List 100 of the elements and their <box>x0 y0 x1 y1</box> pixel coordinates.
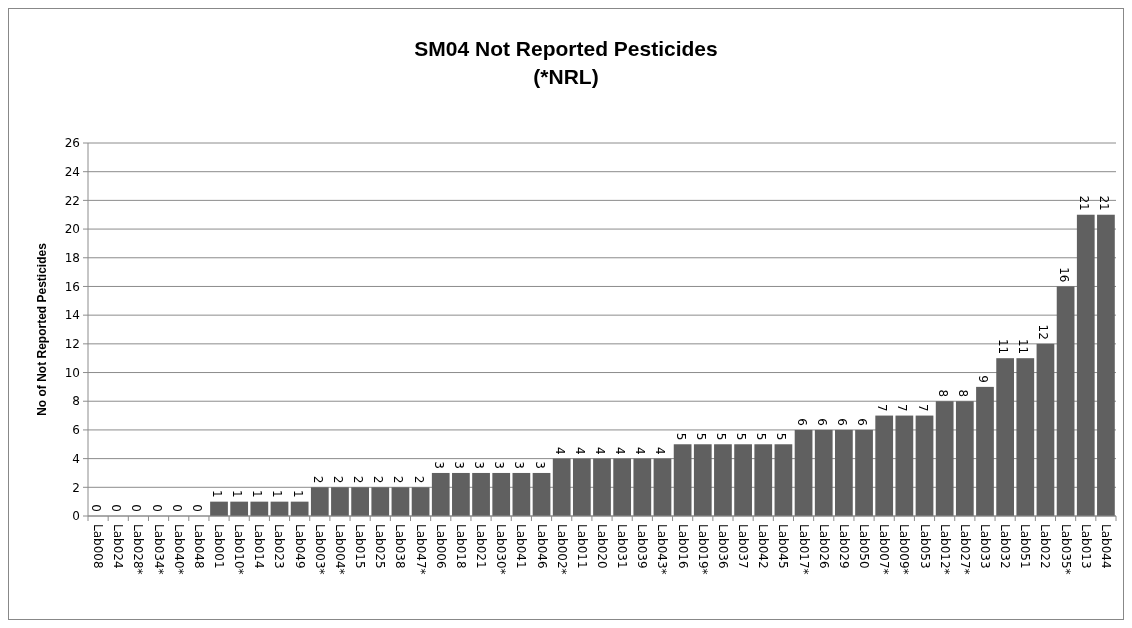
data-label: 4 <box>593 446 607 455</box>
data-label: 2 <box>371 475 386 484</box>
bar <box>230 501 249 516</box>
x-tick-label: Lab001 <box>212 524 227 569</box>
bar <box>1036 343 1055 516</box>
y-tick-label: 6 <box>72 423 80 438</box>
data-label: 11 <box>1016 338 1031 355</box>
data-label: 9 <box>975 375 990 383</box>
y-tick-label: 24 <box>64 164 80 179</box>
bar <box>431 472 450 516</box>
data-label: 2 <box>351 475 366 484</box>
x-tick-label: Lab043* <box>655 524 670 575</box>
x-tick-label: Lab017* <box>796 524 811 575</box>
bar <box>935 401 954 516</box>
x-tick-label: Lab046 <box>534 524 549 569</box>
x-tick-label: Lab010* <box>232 524 247 575</box>
data-label: 3 <box>512 461 527 469</box>
bar <box>310 487 329 516</box>
x-tick-label: Lab004* <box>332 524 347 575</box>
bar <box>693 444 712 516</box>
bar <box>452 472 470 516</box>
x-tick-label: Lab007* <box>877 524 892 575</box>
x-tick-label: Lab002* <box>554 524 569 575</box>
bar <box>855 429 873 516</box>
bar <box>351 487 369 516</box>
x-tick-label: Lab037 <box>736 524 751 569</box>
x-tick-label: Lab019* <box>695 524 710 575</box>
data-label: 1 <box>250 490 265 498</box>
y-tick-label: 2 <box>72 480 80 495</box>
bar <box>714 444 732 516</box>
data-label: 16 <box>1056 267 1071 283</box>
y-tick-label: 16 <box>64 279 80 294</box>
data-label: 5 <box>734 432 749 441</box>
data-label: 5 <box>673 432 688 441</box>
x-tick-label: Lab016 <box>675 524 690 569</box>
x-tick-label: Lab018 <box>453 524 468 569</box>
data-label: 5 <box>774 432 789 441</box>
y-tick-label: 20 <box>64 222 80 237</box>
x-tick-label: Lab026 <box>816 524 831 569</box>
data-label: 3 <box>451 461 466 469</box>
bar <box>996 358 1015 516</box>
x-tick-label: Lab048 <box>191 524 206 569</box>
chart-title: SM04 Not Reported Pesticides <box>414 37 718 60</box>
bar <box>794 429 813 516</box>
x-tick-label: Lab029 <box>836 524 851 569</box>
x-tick-label: Lab033 <box>977 524 992 569</box>
x-tick-label: Lab032 <box>998 524 1013 569</box>
bar <box>895 415 914 516</box>
x-tick-label: Lab015 <box>353 524 368 569</box>
data-label: 3 <box>431 461 446 469</box>
x-tick-label: Lab012* <box>937 524 952 575</box>
bar <box>593 458 611 516</box>
x-tick-label: Lab011 <box>574 524 589 569</box>
x-tick-label: Lab040* <box>171 524 186 575</box>
bar <box>653 458 672 516</box>
data-label: 4 <box>613 446 628 455</box>
data-label: 1 <box>210 490 225 498</box>
bar <box>552 458 571 516</box>
x-tick-label: Lab006 <box>433 524 448 569</box>
data-label: 0 <box>129 504 144 512</box>
bar <box>411 487 430 516</box>
bar <box>210 501 228 516</box>
bar <box>835 429 853 516</box>
bar <box>250 501 269 516</box>
bar <box>1076 214 1095 516</box>
bar <box>512 472 531 516</box>
bar <box>875 415 894 516</box>
data-label: 2 <box>391 475 406 484</box>
data-label: 5 <box>754 432 769 441</box>
data-label: 2 <box>330 475 345 484</box>
x-tick-label: Lab053 <box>917 524 932 569</box>
bar <box>331 487 349 516</box>
data-label: 0 <box>189 504 204 512</box>
data-label: 7 <box>915 403 930 412</box>
data-label: 0 <box>109 504 124 512</box>
bar <box>633 458 652 516</box>
x-tick-label: Lab008 <box>91 524 106 569</box>
y-tick-label: 8 <box>72 394 80 409</box>
x-tick-label: Lab041 <box>514 524 529 569</box>
data-label: 0 <box>89 504 104 512</box>
data-label: 1 <box>290 490 305 498</box>
data-label: 3 <box>472 461 487 469</box>
data-label: 4 <box>653 446 668 455</box>
x-tick-label: Lab050 <box>857 524 872 569</box>
data-label: 4 <box>572 446 587 455</box>
bar <box>734 444 752 516</box>
bar <box>673 444 692 516</box>
x-tick-label: Lab014 <box>252 524 267 569</box>
x-tick-label: Lab047* <box>413 524 428 575</box>
y-axis-title: No of Not Reported Pesticides <box>35 242 49 416</box>
data-label: 4 <box>633 446 648 455</box>
data-label: 6 <box>814 418 829 426</box>
bar <box>492 472 511 516</box>
bar <box>391 487 410 516</box>
x-tick-label: Lab020 <box>595 524 609 569</box>
x-tick-label: Lab049 <box>292 524 307 569</box>
bar <box>1056 286 1075 516</box>
x-tick-label: Lab024 <box>111 524 126 569</box>
bar <box>915 415 934 516</box>
x-tick-label: Lab030* <box>494 524 509 575</box>
